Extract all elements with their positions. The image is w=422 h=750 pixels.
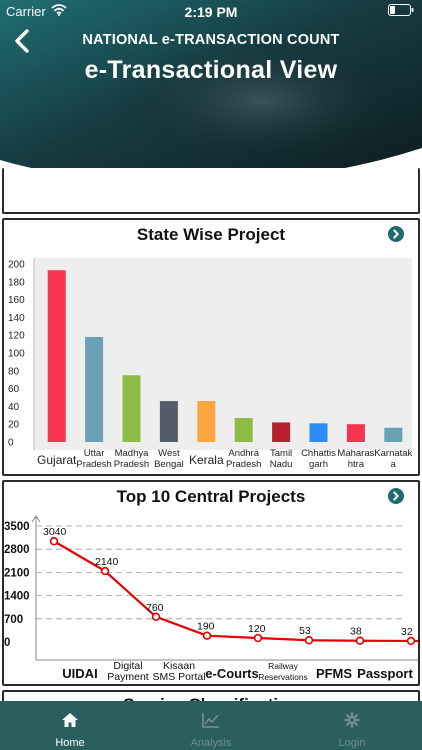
tab-home-label: Home	[55, 737, 85, 749]
state-wise-project-card: State Wise Project 0 20 40 60 80 100 120 140 160…	[2, 218, 420, 476]
state-chart-y-tick: 140	[8, 313, 25, 324]
central-chart-y-tick: 3500	[4, 521, 30, 533]
central-line-chart: 0 700 1400 2100 2800 3500 3040 2140 760 190 120 53 3…	[4, 515, 418, 683]
state-chart-y-tick: 120	[8, 331, 25, 342]
central-chart-x-label: UIDAI	[62, 666, 97, 681]
state-chart-x-label: Uttar Pradesh	[76, 448, 111, 470]
state-chart-x-label: Kerala	[189, 453, 224, 467]
state-chart-y-tick: 0	[8, 438, 14, 449]
central-chart-y-tick: 1400	[4, 591, 30, 603]
page-title: e-Transactional View	[84, 56, 338, 84]
central-chart-data-label: 190	[197, 621, 215, 633]
carrier-label: Carrier	[6, 4, 46, 19]
central-chart-point[interactable]	[202, 631, 212, 640]
state-chart-y-tick: 200	[8, 260, 25, 271]
state-chart-bar[interactable]	[234, 417, 253, 442]
gear-icon	[344, 712, 360, 728]
state-chart-x-label: Gujarat	[37, 453, 77, 467]
central-chart-y-tick: 0	[4, 637, 10, 649]
central-chart-point[interactable]	[355, 636, 365, 645]
central-chart-point[interactable]	[304, 636, 314, 645]
central-chart-point[interactable]	[253, 633, 263, 643]
status-bar: Carrier 2:19 PM	[0, 0, 422, 22]
state-chart-bar[interactable]	[346, 424, 365, 442]
state-chart-bar[interactable]	[47, 270, 66, 442]
state-chart-y-tick: 100	[8, 349, 25, 360]
state-chart-bar[interactable]	[197, 401, 216, 442]
state-bar-chart: 0 20 40 60 80 100 120 140 160 180 200 Gujarat Uttar P…	[8, 258, 413, 470]
central-chart-data-label: 32	[401, 626, 413, 638]
header: Carrier 2:19 PM NATIONAL e-TRANSACTION C…	[0, 0, 422, 200]
central-chart-x-label: Digital Payment	[107, 660, 149, 683]
central-chart-y-tick: 2800	[4, 544, 30, 556]
central-chart-x-label: e-Courts	[205, 666, 258, 681]
tab-login[interactable]: Login	[282, 701, 422, 750]
state-chart-bar[interactable]	[122, 375, 141, 442]
state-chart-bar[interactable]	[384, 427, 403, 442]
central-projects-card: Top 10 Central Projects 0 700 1400 2100 2800…	[2, 480, 420, 686]
battery-icon	[388, 4, 414, 16]
state-chart-x-label: Madhya Pradesh	[114, 448, 149, 470]
previous-card-partial	[2, 168, 420, 214]
central-chart-x-label: Railway Reservations	[258, 661, 308, 682]
central-chart-x-label: Kisaan SMS Portal	[152, 660, 205, 683]
state-chart-y-tick: 60	[8, 384, 20, 395]
state-chart-bar[interactable]	[85, 336, 104, 442]
central-chart-y-tick: 700	[4, 614, 23, 626]
clock: 2:19 PM	[184, 4, 238, 20]
state-chart-x-label: Karnatak a	[374, 448, 412, 470]
state-chart-bar[interactable]	[309, 423, 328, 442]
state-chart-x-label: Andhra Pradesh	[226, 448, 261, 470]
state-chart-arrow-icon[interactable]	[388, 226, 404, 242]
central-chart-data-label: 760	[146, 602, 164, 614]
header-background	[0, 0, 422, 185]
state-chart-x-label: Maharas htra	[337, 448, 374, 470]
state-chart-x-label: West Bengal	[154, 448, 184, 470]
central-chart-title: Top 10 Central Projects	[116, 487, 306, 506]
central-chart-data-label: 2140	[95, 556, 119, 568]
header-subtitle: NATIONAL e-TRANSACTION COUNT	[82, 32, 340, 48]
central-chart-point[interactable]	[406, 636, 416, 646]
central-chart-x-label: PFMS	[316, 666, 352, 681]
state-chart-x-label: Chhattis garh	[301, 448, 336, 470]
central-chart-y-tick: 2100	[4, 567, 30, 579]
central-chart-arrow-icon[interactable]	[388, 488, 404, 504]
central-chart-data-label: 3040	[43, 526, 67, 538]
home-icon	[62, 713, 78, 727]
central-chart-x-label: Passport	[357, 666, 413, 681]
state-chart-y-tick: 160	[8, 295, 25, 306]
back-chevron-icon[interactable]	[10, 28, 34, 54]
central-chart-data-label: 120	[248, 623, 266, 635]
state-chart-y-tick: 80	[8, 366, 20, 377]
tab-login-label: Login	[338, 737, 366, 749]
tab-home[interactable]: Home	[0, 701, 140, 750]
tab-analysis[interactable]: Analysis	[141, 701, 281, 750]
central-chart-point[interactable]	[100, 566, 110, 576]
state-chart-title: State Wise Project	[136, 225, 286, 244]
central-chart-point[interactable]	[49, 537, 59, 546]
chart-icon	[202, 713, 219, 728]
state-chart-y-tick: 40	[8, 402, 20, 413]
state-chart-bar[interactable]	[159, 401, 178, 442]
central-chart-y-axis-arrow	[31, 515, 41, 523]
state-chart-x-label: Tamil Nadu	[270, 448, 293, 470]
central-chart-point[interactable]	[151, 612, 161, 622]
central-chart-data-label: 53	[299, 625, 311, 637]
tab-analysis-label: Analysis	[190, 737, 232, 749]
central-chart-data-label: 38	[350, 626, 362, 638]
wifi-icon	[51, 4, 67, 16]
state-chart-y-tick: 180	[8, 277, 25, 288]
tab-bar: Home Analysis Login	[0, 701, 422, 750]
state-chart-bar[interactable]	[272, 422, 291, 442]
state-chart-y-tick: 20	[8, 420, 20, 431]
